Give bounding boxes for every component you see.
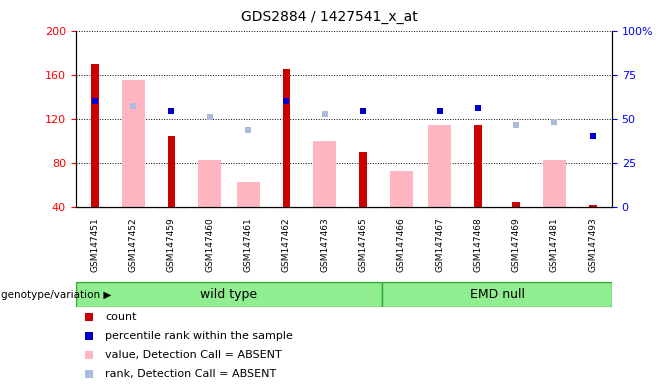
Text: GSM147452: GSM147452 xyxy=(128,217,138,272)
Bar xyxy=(237,182,259,207)
Text: EMD null: EMD null xyxy=(470,288,524,301)
Bar xyxy=(359,152,367,207)
Bar xyxy=(543,160,566,207)
Bar xyxy=(474,124,482,207)
Text: genotype/variation ▶: genotype/variation ▶ xyxy=(1,290,111,300)
Text: wild type: wild type xyxy=(200,288,257,301)
Text: GSM147469: GSM147469 xyxy=(512,217,520,272)
Text: GSM147481: GSM147481 xyxy=(550,217,559,272)
Bar xyxy=(198,160,221,207)
Bar xyxy=(76,282,382,307)
Bar xyxy=(313,141,336,207)
Text: count: count xyxy=(105,312,137,322)
Text: GSM147463: GSM147463 xyxy=(320,217,329,272)
Text: GDS2884 / 1427541_x_at: GDS2884 / 1427541_x_at xyxy=(241,10,417,23)
Text: GSM147465: GSM147465 xyxy=(359,217,367,272)
Text: GSM147462: GSM147462 xyxy=(282,217,291,272)
Bar xyxy=(513,202,520,207)
Bar xyxy=(382,282,612,307)
Text: GSM147460: GSM147460 xyxy=(205,217,215,272)
Bar xyxy=(91,64,99,207)
Text: GSM147459: GSM147459 xyxy=(167,217,176,272)
Bar xyxy=(428,124,451,207)
Text: GSM147466: GSM147466 xyxy=(397,217,406,272)
Bar xyxy=(282,70,290,207)
Text: GSM147461: GSM147461 xyxy=(243,217,253,272)
Text: rank, Detection Call = ABSENT: rank, Detection Call = ABSENT xyxy=(105,369,276,379)
Text: value, Detection Call = ABSENT: value, Detection Call = ABSENT xyxy=(105,350,282,360)
Bar xyxy=(390,171,413,207)
Text: GSM147468: GSM147468 xyxy=(473,217,482,272)
Bar xyxy=(589,205,597,207)
Text: percentile rank within the sample: percentile rank within the sample xyxy=(105,331,293,341)
Text: GSM147493: GSM147493 xyxy=(588,217,597,272)
Text: GSM147451: GSM147451 xyxy=(90,217,99,272)
Bar xyxy=(168,136,175,207)
Bar xyxy=(122,80,145,207)
Text: GSM147467: GSM147467 xyxy=(435,217,444,272)
